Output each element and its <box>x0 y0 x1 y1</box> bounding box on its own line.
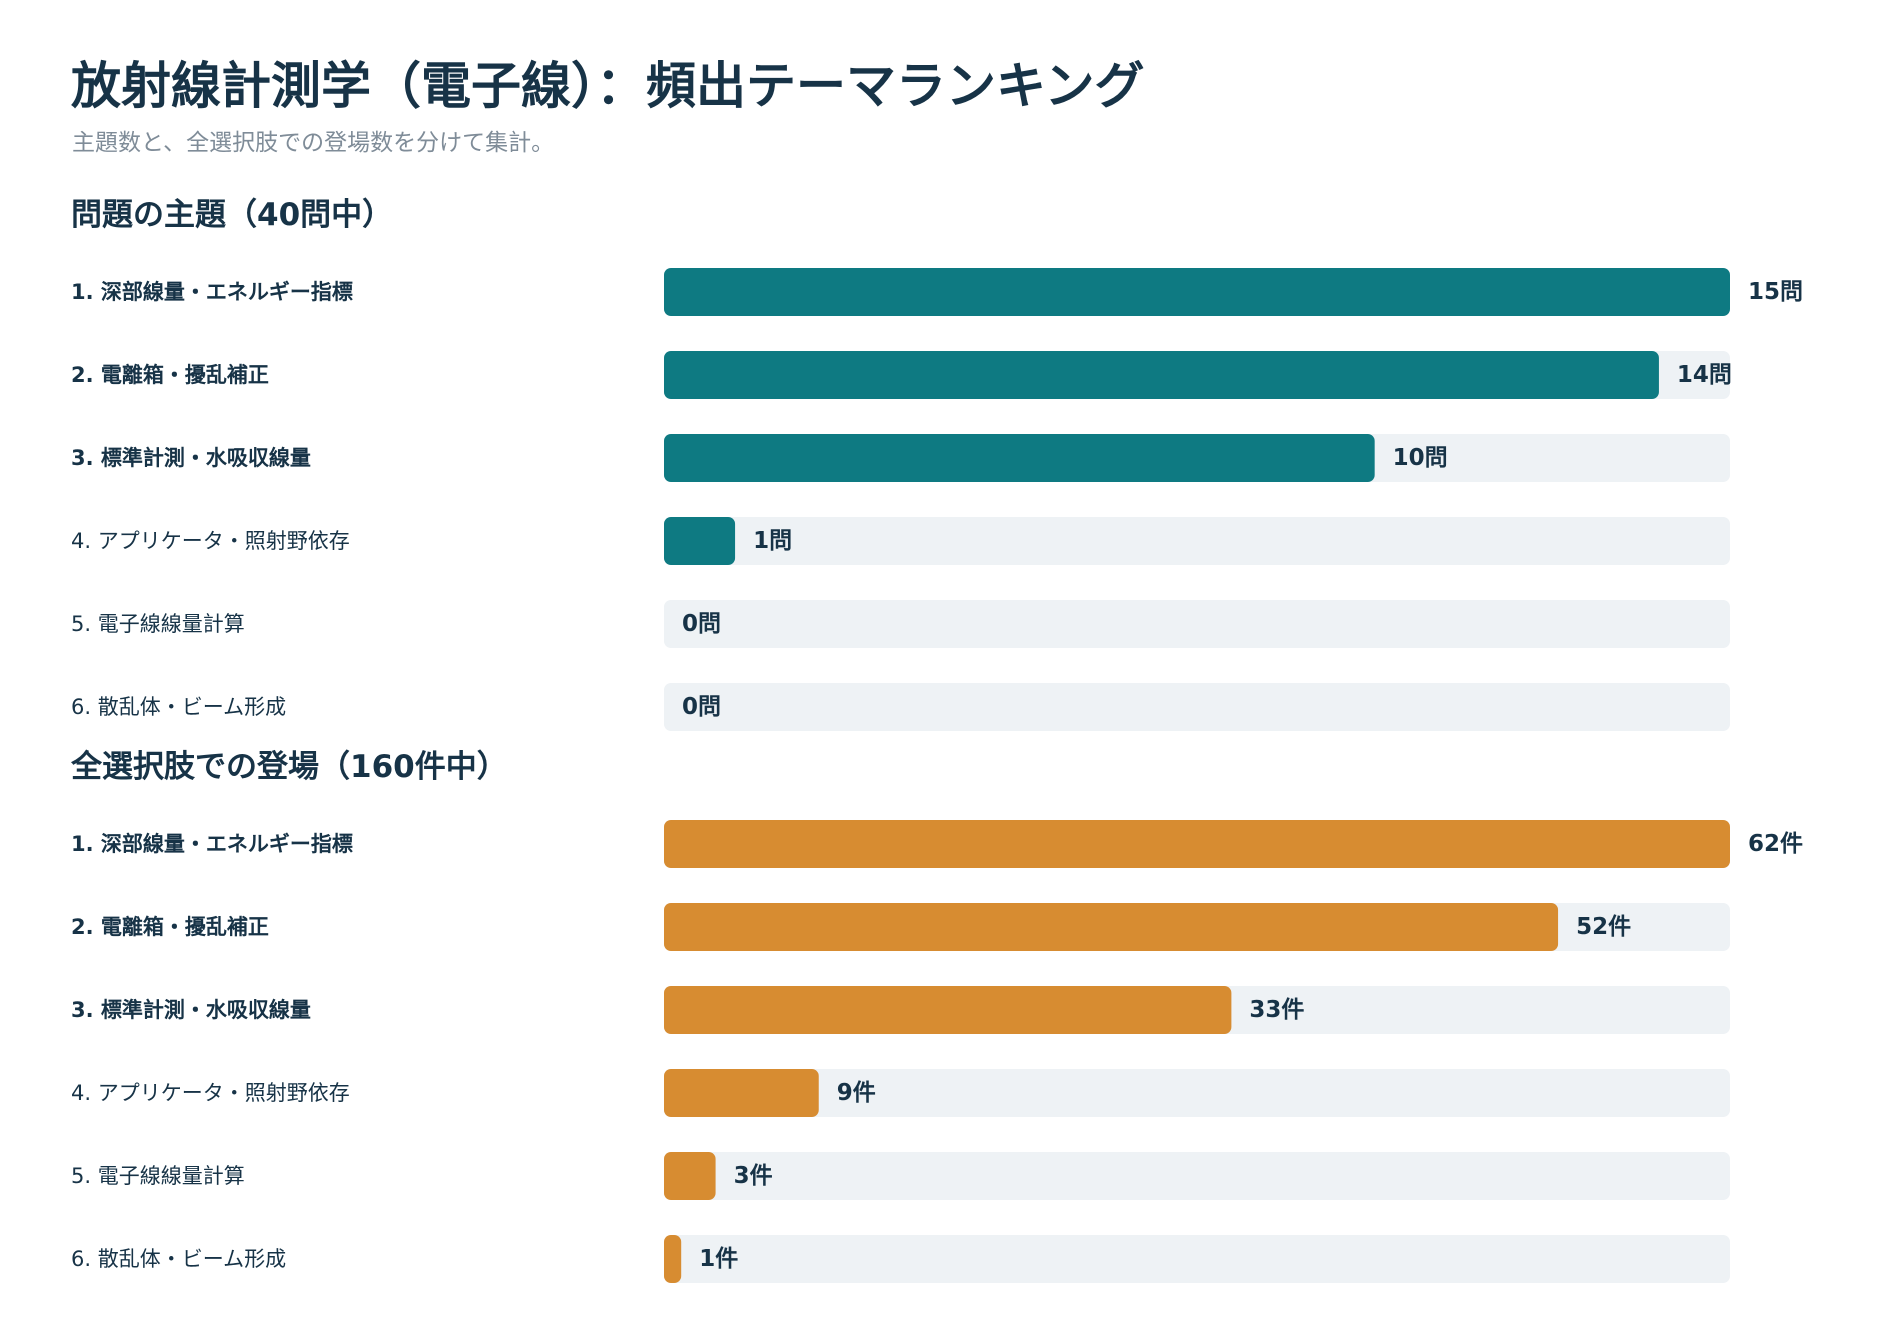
bar <box>664 1152 716 1200</box>
row-label: 6. 散乱体・ビーム形成 <box>71 1247 286 1271</box>
bar-track <box>664 683 1730 731</box>
row-label: 2. 電離箱・擾乱補正 <box>71 363 269 387</box>
chart-section-2: 全選択肢での登場（160件中） 1. 深部線量・エネルギー指標 62件 2. 電離箱・… <box>70 749 1803 1283</box>
bar <box>664 820 1730 868</box>
value-label: 1問 <box>753 528 792 554</box>
value-label: 15問 <box>1748 279 1803 305</box>
value-label: 0問 <box>682 694 721 720</box>
page-subtitle: 主題数と、全選択肢での登場数を分けて集計。 <box>72 130 555 156</box>
bar-track <box>664 600 1730 648</box>
value-label: 62件 <box>1748 831 1803 857</box>
section-title: 全選択肢での登場（160件中） <box>70 749 508 785</box>
row-label: 2. 電離箱・擾乱補正 <box>71 915 269 939</box>
row-label: 3. 標準計測・水吸収線量 <box>71 446 311 470</box>
value-label: 14問 <box>1677 362 1732 388</box>
row-label: 4. アプリケータ・照射野依存 <box>71 529 350 553</box>
bar-track <box>664 517 1730 565</box>
value-label: 3件 <box>734 1163 773 1189</box>
value-label: 1件 <box>699 1246 738 1272</box>
bar <box>664 517 736 565</box>
row-label: 5. 電子線線量計算 <box>71 1164 245 1188</box>
section-title: 問題の主題（40問中） <box>71 197 393 233</box>
bar-track <box>664 1235 1730 1283</box>
bar <box>664 268 1730 316</box>
bar <box>664 434 1375 482</box>
bar <box>664 986 1232 1034</box>
bar-track <box>664 1069 1730 1117</box>
row-label: 4. アプリケータ・照射野依存 <box>71 1081 350 1105</box>
bar-track <box>664 1152 1730 1200</box>
value-label: 33件 <box>1249 997 1304 1023</box>
bar <box>664 903 1559 951</box>
bar <box>664 351 1659 399</box>
page-title: 放射線計測学（電子線）：頻出テーマランキング <box>71 57 1145 115</box>
row-label: 1. 深部線量・エネルギー指標 <box>71 280 353 304</box>
value-label: 0問 <box>682 611 721 637</box>
bar <box>664 1235 682 1283</box>
bar <box>664 1069 819 1117</box>
chart-section-1: 問題の主題（40問中） 1. 深部線量・エネルギー指標 15問 2. 電離箱・擾乱補正… <box>71 197 1803 731</box>
value-label: 9件 <box>837 1080 876 1106</box>
value-label: 10問 <box>1393 445 1448 471</box>
row-label: 5. 電子線線量計算 <box>71 612 245 636</box>
row-label: 1. 深部線量・エネルギー指標 <box>71 832 353 856</box>
row-label: 3. 標準計測・水吸収線量 <box>71 998 311 1022</box>
value-label: 52件 <box>1576 914 1631 940</box>
row-label: 6. 散乱体・ビーム形成 <box>71 695 286 719</box>
